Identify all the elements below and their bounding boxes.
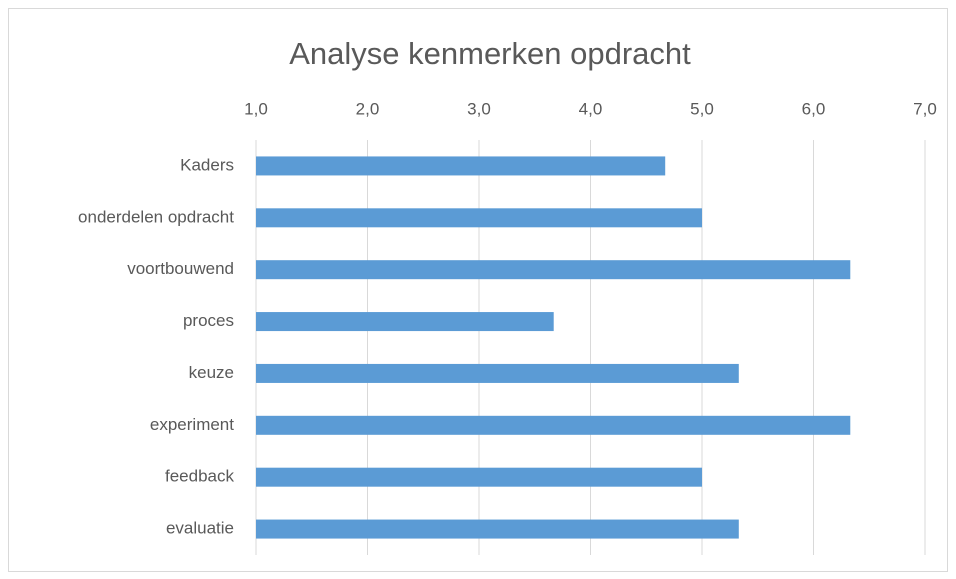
bar — [256, 260, 851, 280]
y-tick-label: voortbouwend — [127, 259, 234, 278]
x-tick-label: 2,0 — [356, 99, 380, 118]
y-tick-label: Kaders — [180, 155, 234, 174]
y-tick-label: onderdelen opdracht — [78, 207, 234, 226]
bar — [256, 208, 702, 228]
chart-frame — [8, 8, 948, 572]
x-tick-label: 3,0 — [467, 99, 491, 118]
bar — [256, 363, 739, 383]
x-tick-label: 6,0 — [802, 99, 826, 118]
y-tick-label: feedback — [165, 467, 234, 486]
x-tick-label: 1,0 — [244, 99, 268, 118]
x-tick-label: 5,0 — [690, 99, 714, 118]
y-tick-label: proces — [183, 311, 234, 330]
x-tick-label: 7,0 — [913, 99, 937, 118]
y-tick-label: experiment — [150, 415, 234, 434]
y-tick-label: keuze — [189, 363, 234, 382]
x-tick-label: 4,0 — [579, 99, 603, 118]
bar — [256, 415, 851, 435]
bar — [256, 156, 666, 176]
y-tick-label: evaluatie — [166, 519, 234, 538]
chart-title: Analyse kenmerken opdracht — [289, 36, 691, 71]
bar — [256, 312, 554, 332]
bar — [256, 519, 739, 539]
bar — [256, 467, 702, 487]
